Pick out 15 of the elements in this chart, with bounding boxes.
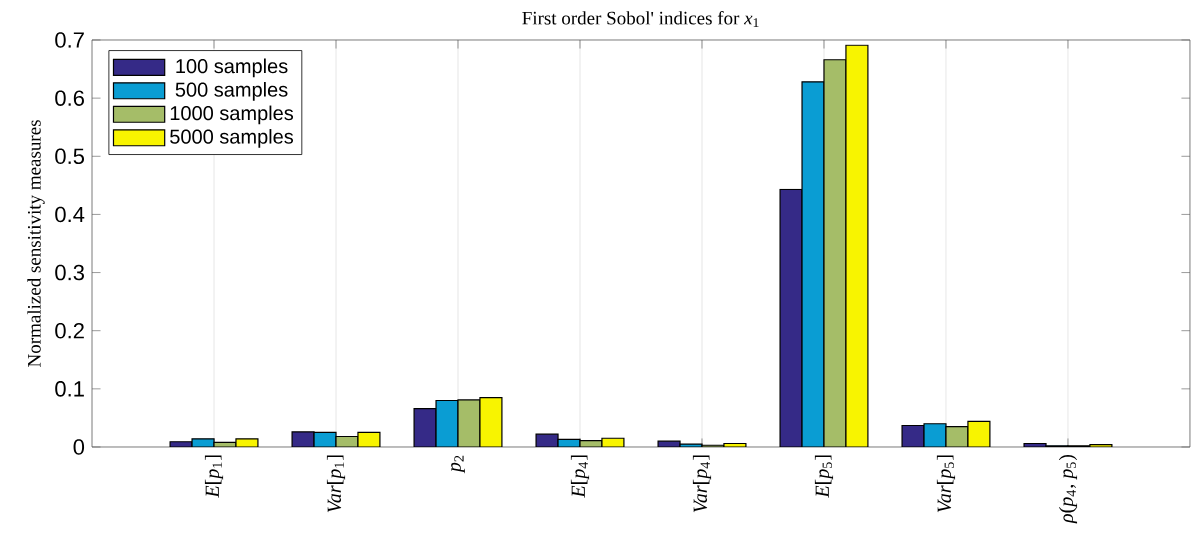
- legend-label: 5000 samples: [170, 129, 294, 148]
- chart-title: First order Sobol' indices for x$_{1}$: [522, 10, 759, 27]
- y-axis-title: Normalized sensitivity measures: [27, 120, 45, 367]
- y-tick-label: 0.2: [55, 322, 84, 339]
- legend-label: 500 samples: [175, 82, 288, 101]
- y-tick-label: 0.7: [55, 32, 84, 48]
- y-tick-label: 0.4: [55, 206, 85, 223]
- y-tick-label: 0.6: [55, 90, 84, 106]
- legend-label: 1000 samples: [170, 105, 294, 125]
- legend-label: 100 samples: [176, 58, 288, 78]
- y-tick-label: 0: [73, 439, 85, 455]
- x-tick-label: p$_{2}$: [451, 455, 465, 474]
- y-tick-label: 0.1: [55, 381, 84, 397]
- y-tick-label: 0.5: [55, 148, 85, 165]
- y-tick-label: 0.3: [55, 264, 84, 281]
